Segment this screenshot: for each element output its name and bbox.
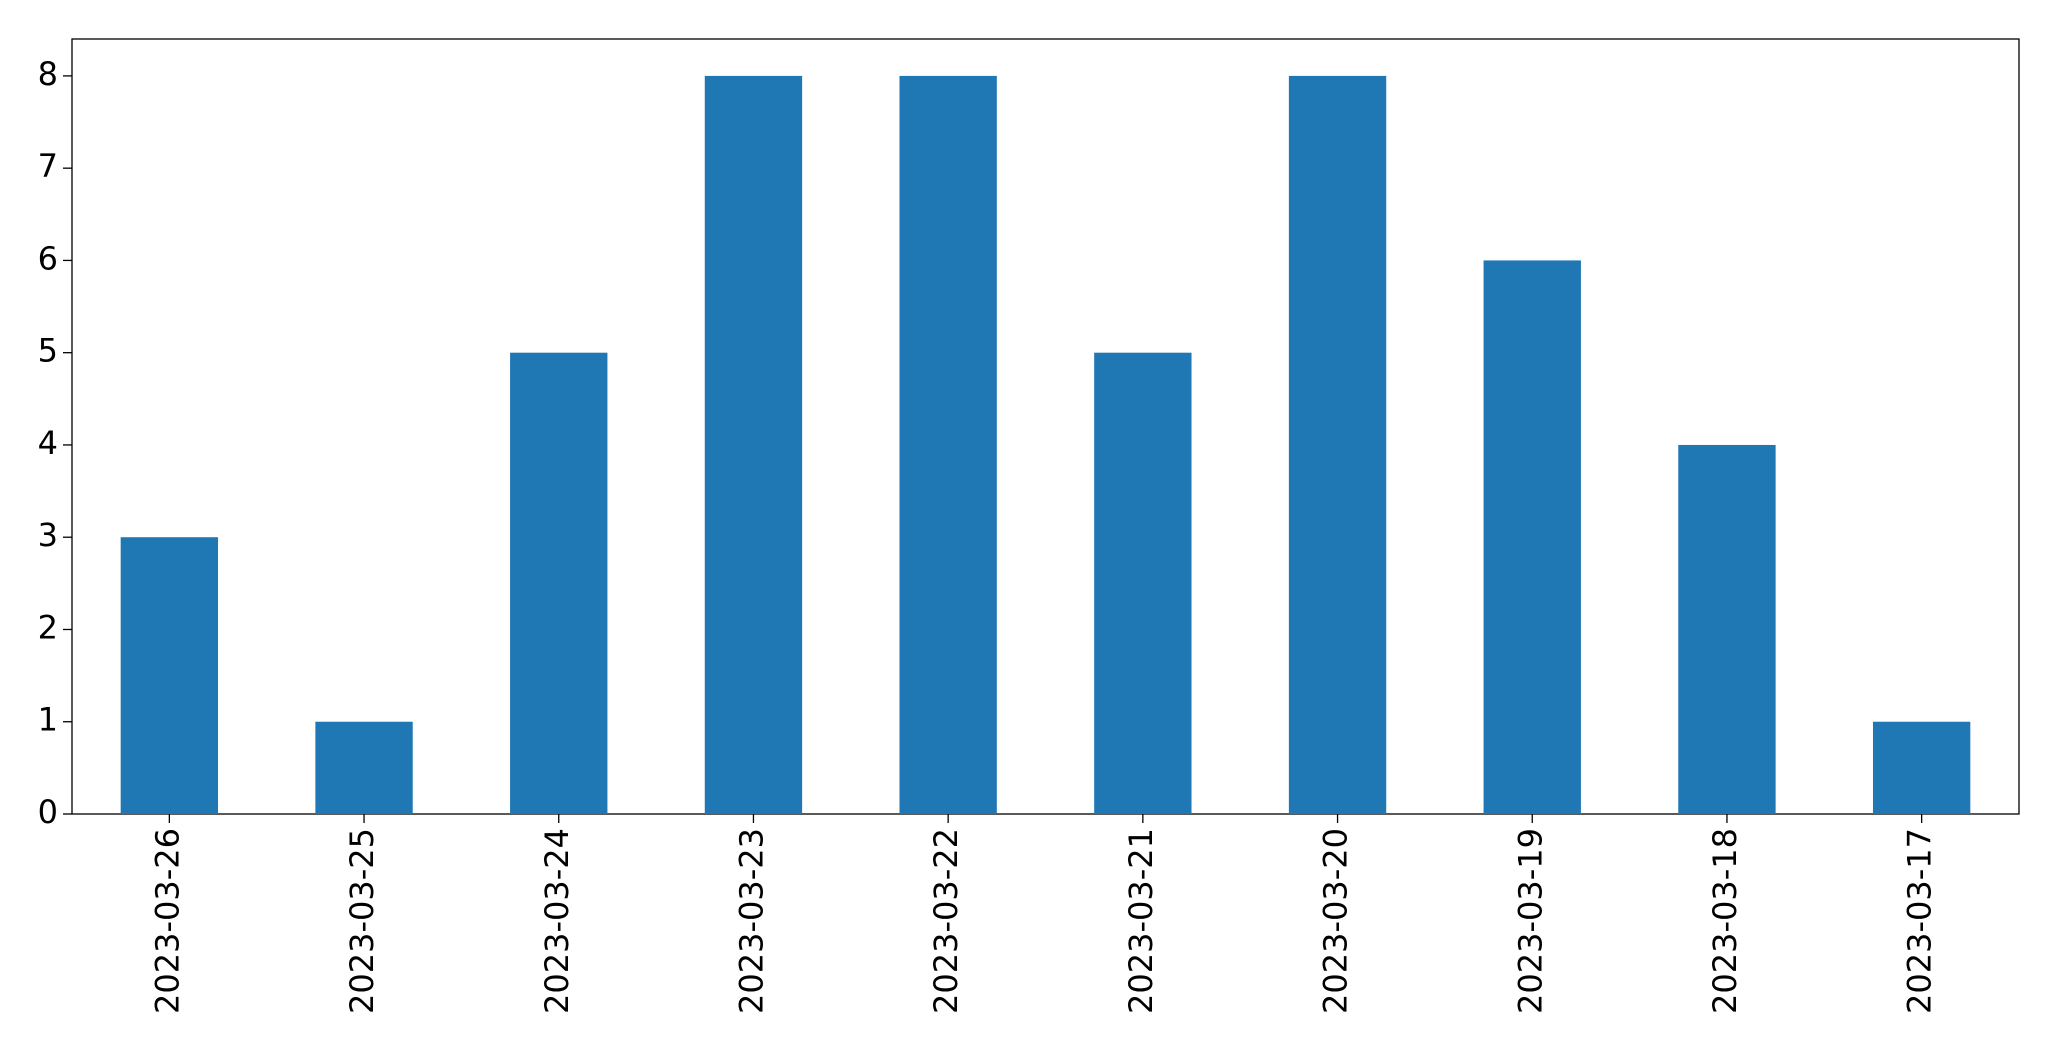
x-tick-label: 2023-03-18 [1706, 828, 1744, 1014]
plot-frame [71, 38, 2020, 815]
x-tick-label: 2023-03-17 [1901, 828, 1939, 1014]
x-tick-label: 2023-03-22 [927, 828, 965, 1014]
x-tick-label: 2023-03-19 [1511, 828, 1549, 1014]
x-tick-label: 2023-03-21 [1122, 828, 1160, 1014]
y-tick-label: 0 [38, 793, 58, 831]
bar [1678, 444, 1776, 814]
bar [315, 721, 413, 814]
y-tick-label: 7 [38, 147, 58, 185]
bar [510, 352, 608, 814]
y-tick-label: 5 [38, 332, 58, 370]
bar [1288, 75, 1387, 814]
y-tick-label: 2 [38, 608, 58, 646]
bar [1872, 721, 1971, 814]
x-tick-label: 2023-03-25 [343, 828, 381, 1014]
bar [120, 537, 219, 814]
x-tick-label: 2023-03-23 [732, 828, 770, 1014]
bar [1483, 260, 1581, 814]
x-tick-label: 2023-03-26 [148, 828, 186, 1014]
y-tick-label: 1 [38, 701, 58, 739]
x-tick-label: 2023-03-24 [538, 828, 576, 1014]
x-tick-label: 2023-03-20 [1317, 828, 1355, 1014]
y-tick-label: 8 [38, 55, 58, 93]
y-tick-label: 4 [38, 424, 58, 462]
y-tick-label: 6 [38, 239, 58, 277]
bar [899, 75, 997, 814]
y-tick-label: 3 [38, 516, 58, 554]
bar [1094, 352, 1192, 814]
bar [704, 75, 803, 814]
